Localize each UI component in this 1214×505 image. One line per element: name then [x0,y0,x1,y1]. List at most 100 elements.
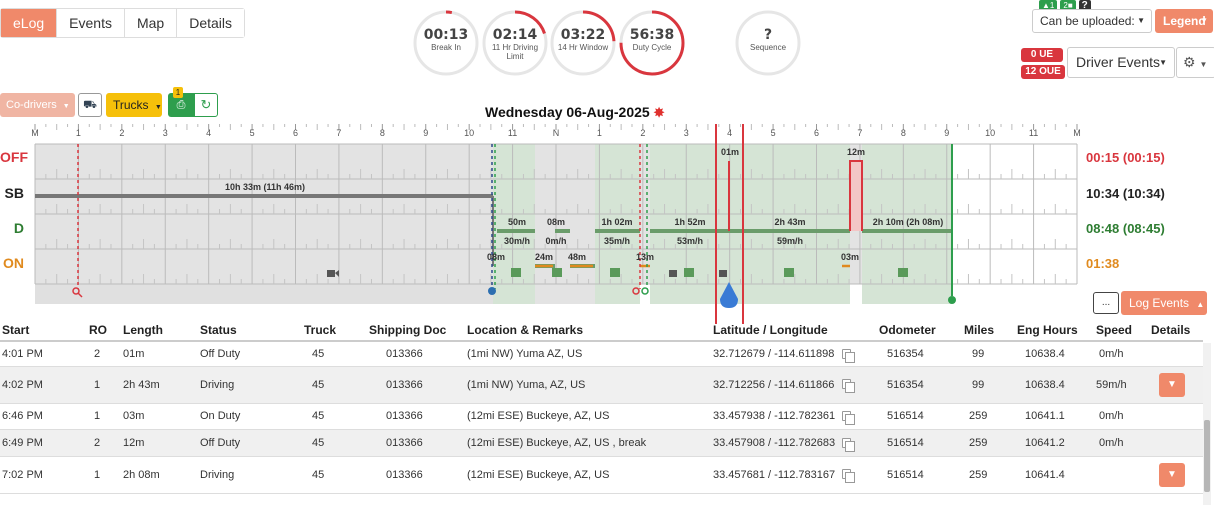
truck-event-icon[interactable] [784,268,794,277]
truck-event-icon[interactable] [898,268,908,277]
truck-event-icon[interactable] [552,268,562,277]
speed-label-3: 35m/h [604,236,630,246]
total-on: 01:38 [1086,256,1120,271]
col-miles[interactable]: Miles [964,323,995,337]
on-duration-4: 03m [841,252,859,262]
log-events-toggle[interactable]: Log Events ▲ [1121,291,1207,315]
copy-icon[interactable] [842,469,855,483]
table-row[interactable]: 7:02 PM 1 2h 08m Driving 45 013366 (12mi… [0,457,1203,494]
on-duration-1: 24m [535,252,553,262]
tab-details[interactable]: Details [177,9,244,37]
row-length: 2h 43m [123,379,160,391]
truck-event-icon[interactable] [610,268,620,277]
row-speed: 0m/h [1099,410,1124,422]
col-odometer[interactable]: Odometer [879,323,936,337]
expand-row-button[interactable]: ▼ [1159,373,1185,397]
copy-icon[interactable] [842,349,855,363]
row-ro: 1 [94,379,101,391]
legend-button[interactable]: Legend ▼ [1155,9,1213,33]
tab-map[interactable]: Map [124,9,178,37]
refresh-button[interactable]: ↻ [194,93,218,117]
settings-dropdown[interactable]: ⚙ ▼ [1176,47,1214,78]
trucks-label: Trucks [113,98,149,112]
table-scrollbar-thumb[interactable] [1204,420,1210,492]
table-row[interactable]: 6:46 PM 1 03m On Duty 45 013366 (12mi ES… [0,404,1203,430]
location-pin-icon[interactable] [632,287,640,295]
row-latlng: 33.457681 / -112.783167 [713,469,836,481]
status-label-sb: SB [4,185,24,201]
col-eng-hours[interactable]: Eng Hours [1017,323,1078,337]
camera-icon[interactable] [719,270,727,277]
col-latlng[interactable]: Latitude / Longitude [713,323,828,337]
col-status[interactable]: Status [200,323,237,337]
col-speed[interactable]: Speed [1096,323,1133,337]
alert-badge[interactable]: ▲1 [1039,0,1058,11]
col-start[interactable]: Start [2,323,30,337]
tab-elog[interactable]: eLog [1,9,58,37]
duty-status-graph[interactable]: M 1 2 3 4 5 6 7 8 9 10 11 N 1 2 3 4 5 6 7 8 9 10 11 M 10h 33m (1… [0,124,1090,324]
col-location[interactable]: Location & Remarks [467,323,584,337]
row-odometer: 516354 [887,379,924,391]
col-shipping-doc[interactable]: Shipping Doc [369,323,447,337]
sb-under-shade [35,284,493,304]
col-length[interactable]: Length [123,323,163,337]
caret-down-icon: ▼ [154,104,162,111]
camera-icon[interactable] [669,270,677,277]
sequence-clock-label: Sequence [749,43,787,52]
tab-events[interactable]: Events [57,9,125,37]
hour-label: 11 [1029,128,1038,138]
sb-duration-label: 10h 33m (11h 46m) [225,182,305,192]
current-time-marker[interactable] [720,282,738,308]
row-truck: 45 [312,469,325,481]
docs-badge[interactable]: 2■ [1060,0,1076,11]
drive-under-shade-4 [862,284,952,304]
table-row[interactable]: 4:02 PM 1 2h 43m Driving 45 013366 (1mi … [0,367,1203,404]
caret-down-icon: ▼ [1200,16,1208,25]
hour-label: 4 [206,128,211,138]
window-clock-ring [550,10,616,76]
location-pin-icon[interactable] [72,287,80,295]
truck-view-button[interactable]: ⛟ [78,93,102,117]
hour-label: 2 [119,128,124,138]
location-pin-icon[interactable] [488,287,496,295]
copy-icon[interactable] [842,379,855,393]
table-row[interactable]: 6:49 PM 2 12m Off Duty 45 013366 (12mi E… [0,430,1203,457]
speed-label-2: 0m/h [545,236,566,246]
duty-cycle-clock-value: 56:38 [629,27,675,43]
hour-label: 7 [857,128,862,138]
hour-grid [34,124,1078,284]
location-pin-icon[interactable] [641,287,649,295]
row-speed: 0m/h [1099,348,1124,360]
driver-events-dropdown[interactable]: Driver Events ▼ [1067,47,1175,78]
truck-icon: ⛟ [83,99,97,111]
truck-event-icon[interactable] [511,268,521,277]
total-off: 00:15 (00:15) [1086,150,1165,165]
location-pin-tail [77,292,83,298]
row-truck: 45 [312,348,325,360]
duty-cycle-clock-label: Duty Cycle [632,43,672,52]
driving-limit-clock-value: 02:14 [492,27,538,43]
off-break-segment [849,160,863,231]
comment-button[interactable]: ... [1093,292,1119,314]
row-location: (12mi ESE) Buckeye, AZ, US [467,469,610,481]
ue-badge[interactable]: 0 UE [1021,48,1063,62]
break-clock-value: 00:13 [423,27,469,43]
col-truck[interactable]: Truck [304,323,337,337]
row-latlng: 32.712256 / -114.611866 [713,379,835,391]
hour-label: 3 [163,128,168,138]
expand-row-button[interactable]: ▼ [1159,463,1185,487]
truck-event-icon[interactable] [684,268,694,277]
table-row[interactable]: 4:01 PM 2 01m Off Duty 45 013366 (1mi NW… [0,343,1203,367]
copy-icon[interactable] [842,411,855,425]
location-pin-icon[interactable] [948,296,956,304]
camera-icon[interactable] [327,270,335,277]
col-ro[interactable]: RO [89,323,107,337]
row-truck: 45 [312,437,325,449]
upload-filter-select[interactable]: Can be uploaded: ▼ [1032,9,1152,33]
window-clock-label: 14 Hr Window [557,43,609,52]
codrivers-button[interactable]: Co-drivers ▼ [0,93,75,117]
oue-badge[interactable]: 12 OUE [1021,65,1065,79]
copy-icon[interactable] [842,438,855,452]
trucks-button[interactable]: Trucks ▼ [106,93,162,117]
row-length: 03m [123,410,145,422]
